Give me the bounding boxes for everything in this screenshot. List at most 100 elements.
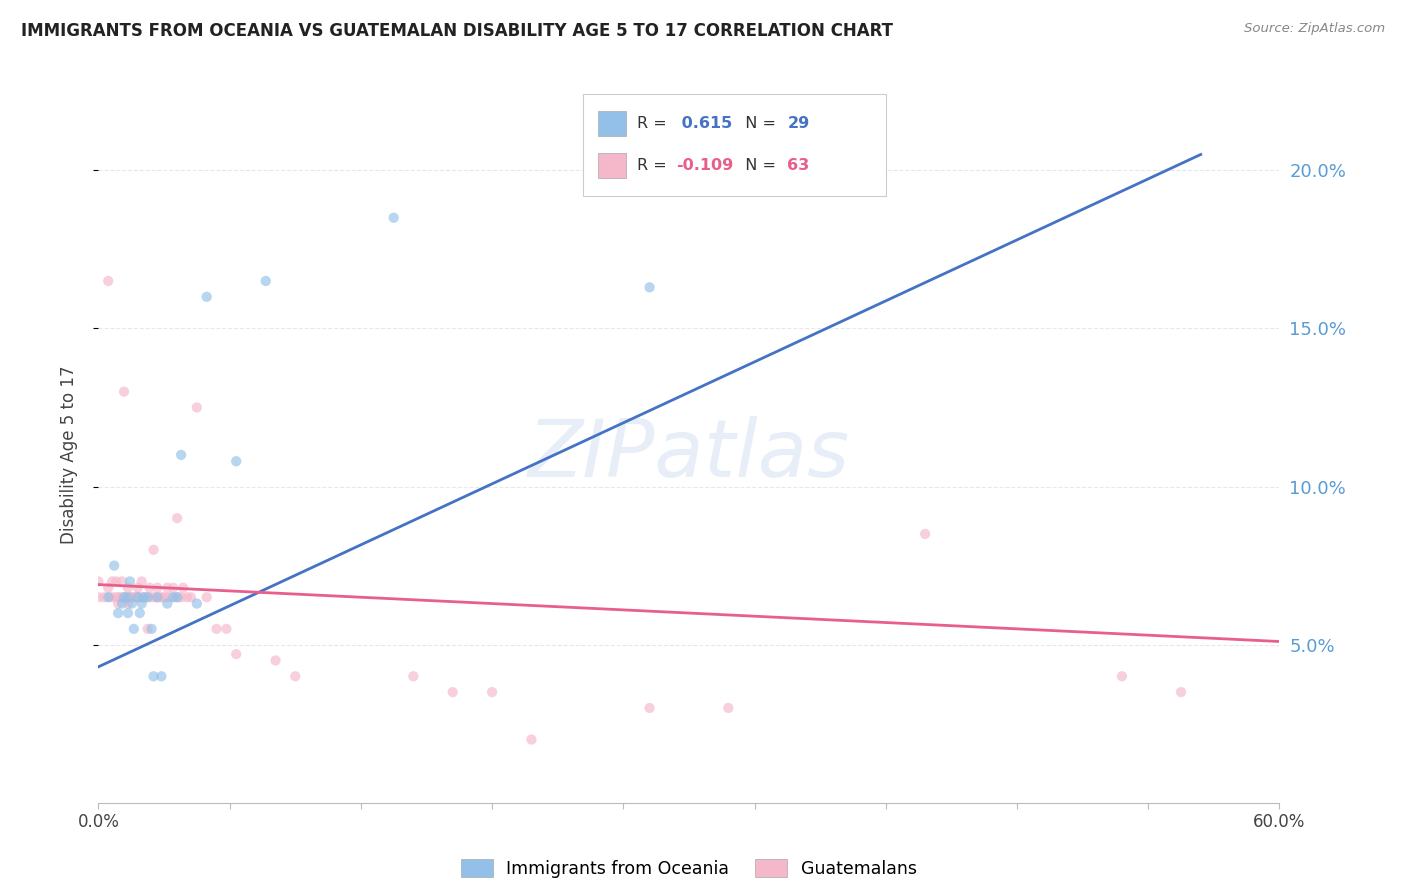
Point [103,558,125,573]
Point [136,591,159,605]
Point [117,581,139,595]
Point [142,542,165,557]
Point [111,574,134,589]
Text: 0.615: 0.615 [676,116,733,130]
Y-axis label: Disability Age 5 to 17: Disability Age 5 to 17 [59,366,77,544]
Point [141,591,163,605]
Point [186,401,208,415]
Point [103,591,125,605]
Point [225,454,247,468]
Point [186,597,208,611]
Text: 63: 63 [787,158,810,172]
Point [128,606,150,620]
Point [122,591,145,605]
Point [93,591,115,605]
Point [215,622,238,636]
Point [117,591,139,605]
Point [1111,669,1133,683]
Point [638,701,661,715]
Legend: Immigrants from Oceania, Guatemalans: Immigrants from Oceania, Guatemalans [454,852,924,885]
Point [284,669,307,683]
Text: Source: ZipAtlas.com: Source: ZipAtlas.com [1244,22,1385,36]
Point [97,591,120,605]
Point [170,591,193,605]
Point [97,581,120,595]
Point [150,669,173,683]
Point [166,591,188,605]
Point [172,581,194,595]
Point [87,591,110,605]
Point [136,591,159,605]
Point [136,622,159,636]
Text: N =: N = [735,116,782,130]
Point [122,622,145,636]
Point [176,591,198,605]
Point [254,274,277,288]
Text: ZIPatlas: ZIPatlas [527,416,851,494]
Point [128,591,150,605]
Point [146,591,169,605]
Point [150,591,173,605]
Point [127,591,149,605]
Point [180,591,202,605]
Point [156,597,179,611]
Point [166,511,188,525]
Point [441,685,464,699]
Point [225,647,247,661]
Point [125,591,148,605]
Point [108,591,131,605]
Point [146,581,169,595]
Point [107,606,129,620]
Point [146,591,169,605]
Point [205,622,228,636]
Point [115,591,138,605]
Text: R =: R = [637,116,672,130]
Point [112,591,135,605]
Text: 29: 29 [787,116,810,130]
Point [118,591,141,605]
Point [402,669,425,683]
Point [638,280,661,294]
Point [170,448,193,462]
Point [195,591,218,605]
Point [162,581,184,595]
Point [382,211,405,225]
Point [1170,685,1192,699]
Point [87,574,110,589]
Point [118,574,141,589]
Point [195,290,218,304]
Point [162,591,184,605]
Point [264,653,287,667]
Point [156,591,179,605]
Point [117,597,139,611]
Point [132,591,155,605]
Point [121,591,143,605]
Point [98,591,121,605]
Text: N =: N = [735,158,782,172]
Point [121,597,143,611]
Point [481,685,503,699]
Point [520,732,543,747]
Point [914,527,936,541]
Point [117,606,139,620]
Point [101,574,124,589]
Point [107,591,129,605]
Point [112,384,135,399]
Point [142,669,165,683]
Point [127,581,149,595]
Point [138,581,160,595]
Point [127,591,149,605]
Point [112,591,135,605]
Text: R =: R = [637,158,672,172]
Text: -0.109: -0.109 [676,158,734,172]
Point [131,597,153,611]
Point [717,701,740,715]
Point [111,597,134,611]
Point [160,591,183,605]
Point [152,591,174,605]
Point [131,574,153,589]
Point [156,581,179,595]
Point [97,274,120,288]
Point [105,574,128,589]
Text: IMMIGRANTS FROM OCEANIA VS GUATEMALAN DISABILITY AGE 5 TO 17 CORRELATION CHART: IMMIGRANTS FROM OCEANIA VS GUATEMALAN DI… [21,22,893,40]
